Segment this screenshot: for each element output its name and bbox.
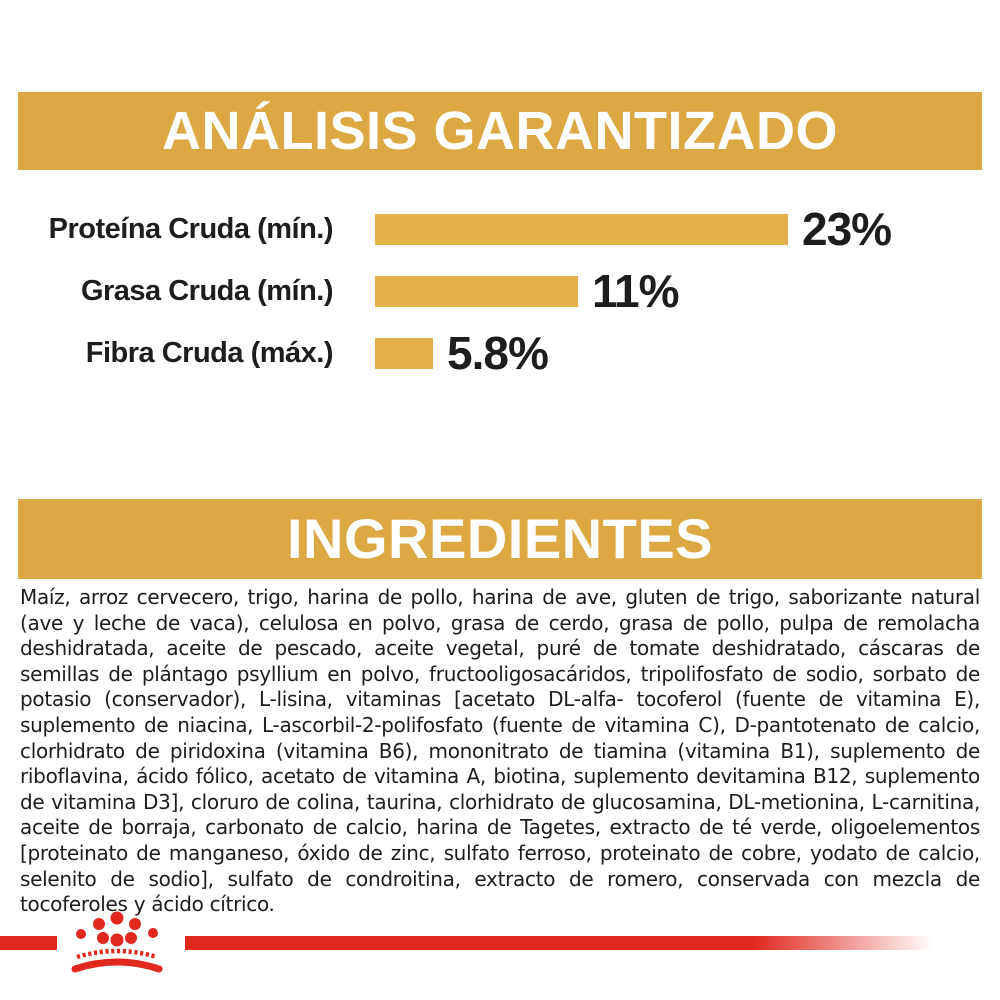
analysis-row-protein: Proteína Cruda (mín.) 23% — [0, 203, 1000, 255]
analysis-value-fat: 11% — [592, 265, 680, 317]
analysis-bar-group-protein: 23% — [375, 203, 892, 255]
ingredients-banner-title: INGREDIENTES — [18, 499, 982, 579]
footer-rule-left — [0, 936, 57, 950]
analysis-bar-protein — [375, 213, 788, 245]
analysis-value-protein: 23% — [802, 203, 892, 255]
analysis-label-fat: Grasa Cruda (mín.) — [80, 274, 334, 307]
royal-canin-crown-icon — [71, 911, 163, 973]
analysis-value-fiber: 5.8% — [447, 327, 549, 379]
analysis-bar-group-fiber: 5.8% — [375, 327, 549, 379]
analysis-banner-title: ANÁLISIS GARANTIZADO — [18, 92, 982, 170]
analysis-bar-group-fat: 11% — [375, 265, 680, 317]
analysis-row-fat: Grasa Cruda (mín.) 11% — [0, 265, 1000, 317]
footer-rule-right — [185, 936, 933, 950]
analysis-bar-fiber — [375, 337, 433, 369]
analysis-row-fiber: Fibra Cruda (máx.) 5.8% — [0, 327, 1000, 379]
analysis-label-fiber: Fibra Cruda (máx.) — [85, 336, 334, 369]
analysis-label-protein: Proteína Cruda (mín.) — [48, 212, 334, 245]
analysis-bar-fat — [375, 275, 578, 307]
ingredients-paragraph: Maíz, arroz cervecero, trigo, harina de … — [20, 585, 980, 917]
